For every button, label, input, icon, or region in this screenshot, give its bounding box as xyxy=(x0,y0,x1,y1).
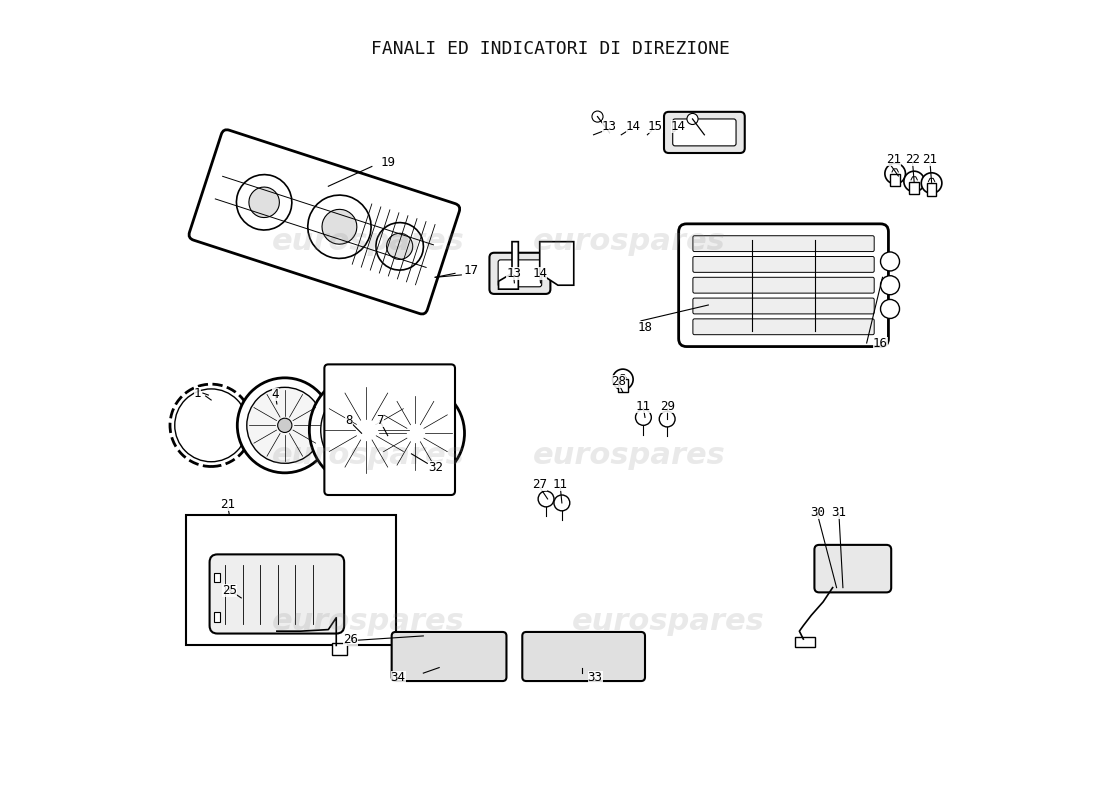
Text: 13: 13 xyxy=(602,120,617,134)
FancyBboxPatch shape xyxy=(324,364,455,495)
Text: 7: 7 xyxy=(376,414,384,427)
Circle shape xyxy=(613,369,634,390)
Circle shape xyxy=(554,495,570,511)
Text: eurospares: eurospares xyxy=(532,227,726,256)
Circle shape xyxy=(880,252,900,271)
Circle shape xyxy=(884,163,905,184)
Circle shape xyxy=(880,299,900,318)
Text: 31: 31 xyxy=(832,506,847,519)
Circle shape xyxy=(592,111,603,122)
FancyBboxPatch shape xyxy=(498,260,541,286)
Text: eurospares: eurospares xyxy=(272,227,464,256)
FancyBboxPatch shape xyxy=(693,319,874,334)
Text: 14: 14 xyxy=(671,120,685,134)
Text: eurospares: eurospares xyxy=(272,441,464,470)
Polygon shape xyxy=(540,242,574,286)
Text: 32: 32 xyxy=(428,461,442,474)
Circle shape xyxy=(175,389,248,462)
Bar xyxy=(213,612,220,622)
Text: 22: 22 xyxy=(905,153,920,166)
Text: 21: 21 xyxy=(923,153,937,166)
Bar xyxy=(890,174,900,186)
Text: 17: 17 xyxy=(463,265,478,278)
Circle shape xyxy=(376,394,454,473)
Text: FANALI ED INDICATORI DI DIREZIONE: FANALI ED INDICATORI DI DIREZIONE xyxy=(371,40,729,58)
Text: 14: 14 xyxy=(532,267,547,280)
FancyBboxPatch shape xyxy=(679,224,889,346)
Bar xyxy=(910,182,918,194)
Text: 11: 11 xyxy=(636,400,651,413)
Circle shape xyxy=(538,491,554,507)
Circle shape xyxy=(277,418,292,433)
Circle shape xyxy=(904,171,924,192)
Text: 11: 11 xyxy=(553,478,568,491)
FancyBboxPatch shape xyxy=(693,298,874,314)
Circle shape xyxy=(659,411,675,427)
Text: 29: 29 xyxy=(660,400,674,413)
Text: 25: 25 xyxy=(222,583,236,597)
Text: 33: 33 xyxy=(587,670,603,683)
Text: 19: 19 xyxy=(381,156,396,169)
Text: 21: 21 xyxy=(220,498,235,511)
Text: eurospares: eurospares xyxy=(572,607,766,636)
FancyBboxPatch shape xyxy=(392,632,506,681)
Text: 30: 30 xyxy=(810,506,825,519)
Circle shape xyxy=(322,210,356,244)
Circle shape xyxy=(246,387,322,463)
Circle shape xyxy=(236,174,292,230)
Text: 14: 14 xyxy=(626,120,640,134)
Circle shape xyxy=(922,173,942,194)
FancyBboxPatch shape xyxy=(210,554,344,634)
Circle shape xyxy=(309,373,424,487)
Text: 27: 27 xyxy=(532,478,547,491)
FancyBboxPatch shape xyxy=(693,278,874,293)
FancyBboxPatch shape xyxy=(814,545,891,592)
Circle shape xyxy=(249,187,279,218)
FancyBboxPatch shape xyxy=(189,130,460,314)
FancyBboxPatch shape xyxy=(673,119,736,146)
Circle shape xyxy=(688,114,698,125)
Text: 34: 34 xyxy=(390,670,406,683)
Circle shape xyxy=(238,378,332,473)
Circle shape xyxy=(376,222,424,270)
Circle shape xyxy=(386,234,412,259)
FancyBboxPatch shape xyxy=(490,253,550,294)
Circle shape xyxy=(366,384,464,482)
Text: 15: 15 xyxy=(648,120,663,134)
Bar xyxy=(795,637,815,647)
FancyBboxPatch shape xyxy=(693,257,874,272)
Text: 1: 1 xyxy=(194,387,201,400)
FancyBboxPatch shape xyxy=(664,112,745,153)
FancyBboxPatch shape xyxy=(522,632,645,681)
Polygon shape xyxy=(498,242,518,289)
Bar xyxy=(927,183,936,196)
Bar xyxy=(618,379,628,392)
Circle shape xyxy=(308,195,371,258)
Text: 13: 13 xyxy=(506,267,521,280)
Text: eurospares: eurospares xyxy=(272,607,464,636)
Circle shape xyxy=(321,385,411,476)
Circle shape xyxy=(880,276,900,294)
Text: 28: 28 xyxy=(612,374,626,387)
Text: eurospares: eurospares xyxy=(532,441,726,470)
Text: 26: 26 xyxy=(343,633,358,646)
Text: 8: 8 xyxy=(345,414,353,427)
Text: 21: 21 xyxy=(887,153,901,166)
Circle shape xyxy=(358,422,375,438)
Bar xyxy=(186,514,396,646)
Circle shape xyxy=(408,426,422,441)
Bar xyxy=(332,643,346,655)
Bar xyxy=(213,573,220,582)
Circle shape xyxy=(636,410,651,426)
Text: 4: 4 xyxy=(272,388,279,401)
Text: 18: 18 xyxy=(638,321,652,334)
Text: 16: 16 xyxy=(872,337,888,350)
FancyBboxPatch shape xyxy=(693,236,874,251)
